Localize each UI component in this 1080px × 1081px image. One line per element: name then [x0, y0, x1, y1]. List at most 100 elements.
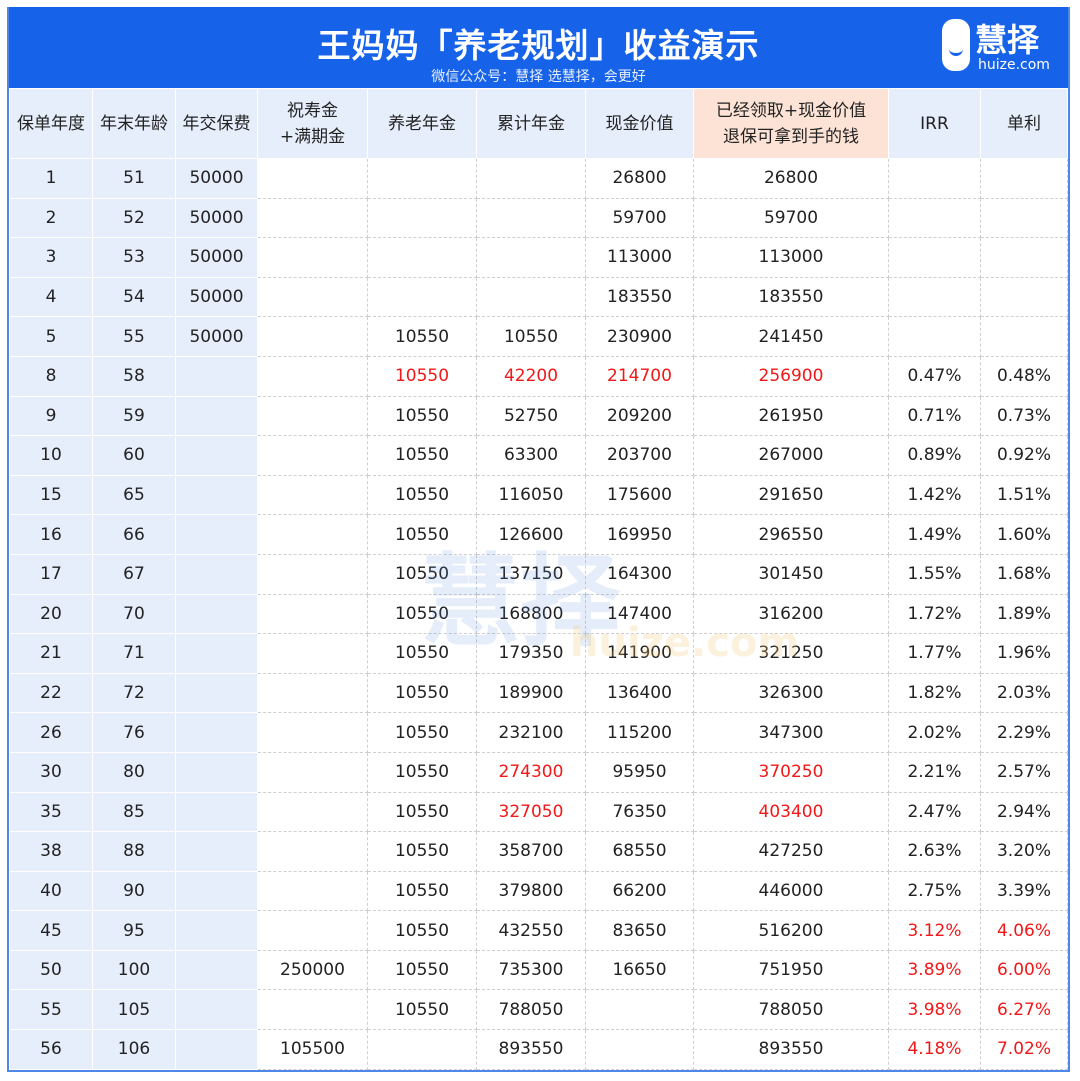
table-cell: 1.51%: [980, 474, 1068, 516]
table-cell: 3.89%: [888, 949, 981, 991]
table-cell: 1.42%: [888, 474, 981, 516]
table-cell: 10550: [367, 553, 477, 595]
table-cell: 516200: [693, 910, 889, 951]
table-cell: 893550: [693, 1029, 889, 1070]
logo-url: huize.com: [978, 57, 1050, 73]
huize-logo: 慧择 huize.com: [942, 15, 1054, 77]
table-cell: 2.63%: [888, 831, 981, 872]
table-row: 21 71 10550 179350 141900 321250 1.77% 1.96%: [9, 633, 1068, 674]
header-row: 保单年度 年末年龄 年交保费 祝寿金 +满期金 养老年金 累计年金 现金价值 已经领取+现金价值…: [9, 88, 1068, 159]
table-cell: 65: [92, 474, 176, 516]
column-header: 年交保费: [175, 88, 258, 159]
table-cell: [257, 910, 368, 951]
table-cell: 250000: [257, 949, 368, 991]
table-cell: 26800: [693, 158, 889, 199]
table-cell: 893550: [476, 1029, 586, 1070]
table-cell: 35: [9, 791, 93, 833]
table-cell: 72: [92, 672, 176, 714]
table-cell: 175600: [585, 474, 694, 516]
table-cell: 8: [9, 355, 93, 397]
table-cell: [175, 910, 258, 951]
table-cell: 261950: [693, 395, 889, 437]
table-cell: 179350: [476, 633, 586, 674]
column-header: 单利: [980, 88, 1068, 159]
table-cell: 16: [9, 514, 93, 555]
table-cell: 10550: [367, 514, 477, 555]
table-cell: [257, 593, 368, 635]
table-cell: [257, 237, 368, 278]
table-cell: 10550: [367, 355, 477, 397]
table-cell: 358700: [476, 831, 586, 872]
table-cell: 137150: [476, 553, 586, 595]
table-cell: 90: [92, 870, 176, 912]
table-cell: 296550: [693, 514, 889, 555]
table-cell: 59: [92, 395, 176, 437]
table-cell: 321250: [693, 633, 889, 674]
table-row: 5 55 50000 10550 10550 230900 241450: [9, 316, 1068, 357]
table-cell: 183550: [693, 276, 889, 318]
table-cell: 100: [92, 949, 176, 991]
table-cell: 432550: [476, 910, 586, 951]
table-cell: [476, 276, 586, 318]
table-cell: 1.49%: [888, 514, 981, 555]
table-cell: 66200: [585, 870, 694, 912]
table-cell: 67: [92, 553, 176, 595]
table-row: 50 100 250000 10550 735300 16650 751950 3.89% 6.…: [9, 949, 1068, 991]
table-row: 2 52 50000 59700 59700: [9, 197, 1068, 239]
table-cell: 1.89%: [980, 593, 1068, 635]
table-cell: [257, 276, 368, 318]
table-cell: 113000: [585, 237, 694, 278]
table-cell: [175, 791, 258, 833]
table-cell: 427250: [693, 831, 889, 872]
table-cell: 55: [9, 989, 93, 1031]
table-cell: [175, 831, 258, 872]
column-header: 已经领取+现金价值 退保可拿到手的钱: [693, 88, 889, 159]
table-cell: [257, 197, 368, 239]
table-cell: 3.98%: [888, 989, 981, 1031]
table-cell: 10550: [367, 791, 477, 833]
table-cell: [175, 593, 258, 635]
table-cell: 63300: [476, 435, 586, 476]
table-row: 15 65 10550 116050 175600 291650 1.42% 1.51%: [9, 474, 1068, 516]
table-cell: 2.94%: [980, 791, 1068, 833]
table-cell: 1.96%: [980, 633, 1068, 674]
table-cell: 60: [92, 435, 176, 476]
table-cell: 88: [92, 831, 176, 872]
table-cell: 10550: [367, 870, 477, 912]
table-cell: [367, 1029, 477, 1070]
table-cell: 50000: [175, 316, 258, 357]
table-cell: 141900: [585, 633, 694, 674]
table-cell: 105: [92, 989, 176, 1031]
table-cell: 347300: [693, 712, 889, 753]
table-cell: 76350: [585, 791, 694, 833]
table-cell: 1.55%: [888, 553, 981, 595]
table-cell: 183550: [585, 276, 694, 318]
table-cell: 1.60%: [980, 514, 1068, 555]
table-cell: 26800: [585, 158, 694, 199]
table-cell: 203700: [585, 435, 694, 476]
table-cell: [980, 276, 1068, 318]
table-cell: 0.47%: [888, 355, 981, 397]
table-cell: [888, 197, 981, 239]
table-cell: [367, 197, 477, 239]
table-cell: 66: [92, 514, 176, 555]
table-cell: 59700: [585, 197, 694, 239]
table-cell: 379800: [476, 870, 586, 912]
table-cell: 2.57%: [980, 751, 1068, 793]
table-cell: 10550: [367, 712, 477, 753]
table-cell: 327050: [476, 791, 586, 833]
table-cell: 2.21%: [888, 751, 981, 793]
table-cell: 80: [92, 751, 176, 793]
table-cell: 2.75%: [888, 870, 981, 912]
table-cell: [257, 158, 368, 199]
table-cell: 26: [9, 712, 93, 753]
table-cell: 0.73%: [980, 395, 1068, 437]
table-cell: 2: [9, 197, 93, 239]
table-cell: [476, 158, 586, 199]
table-cell: [257, 672, 368, 714]
table-cell: [257, 712, 368, 753]
table-cell: [585, 989, 694, 1031]
table-cell: 70: [92, 593, 176, 635]
banner: 王妈妈「养老规划」收益演示 微信公众号：慧择 选慧择，会更好 慧择 huize.…: [9, 7, 1068, 88]
table-cell: [888, 158, 981, 199]
